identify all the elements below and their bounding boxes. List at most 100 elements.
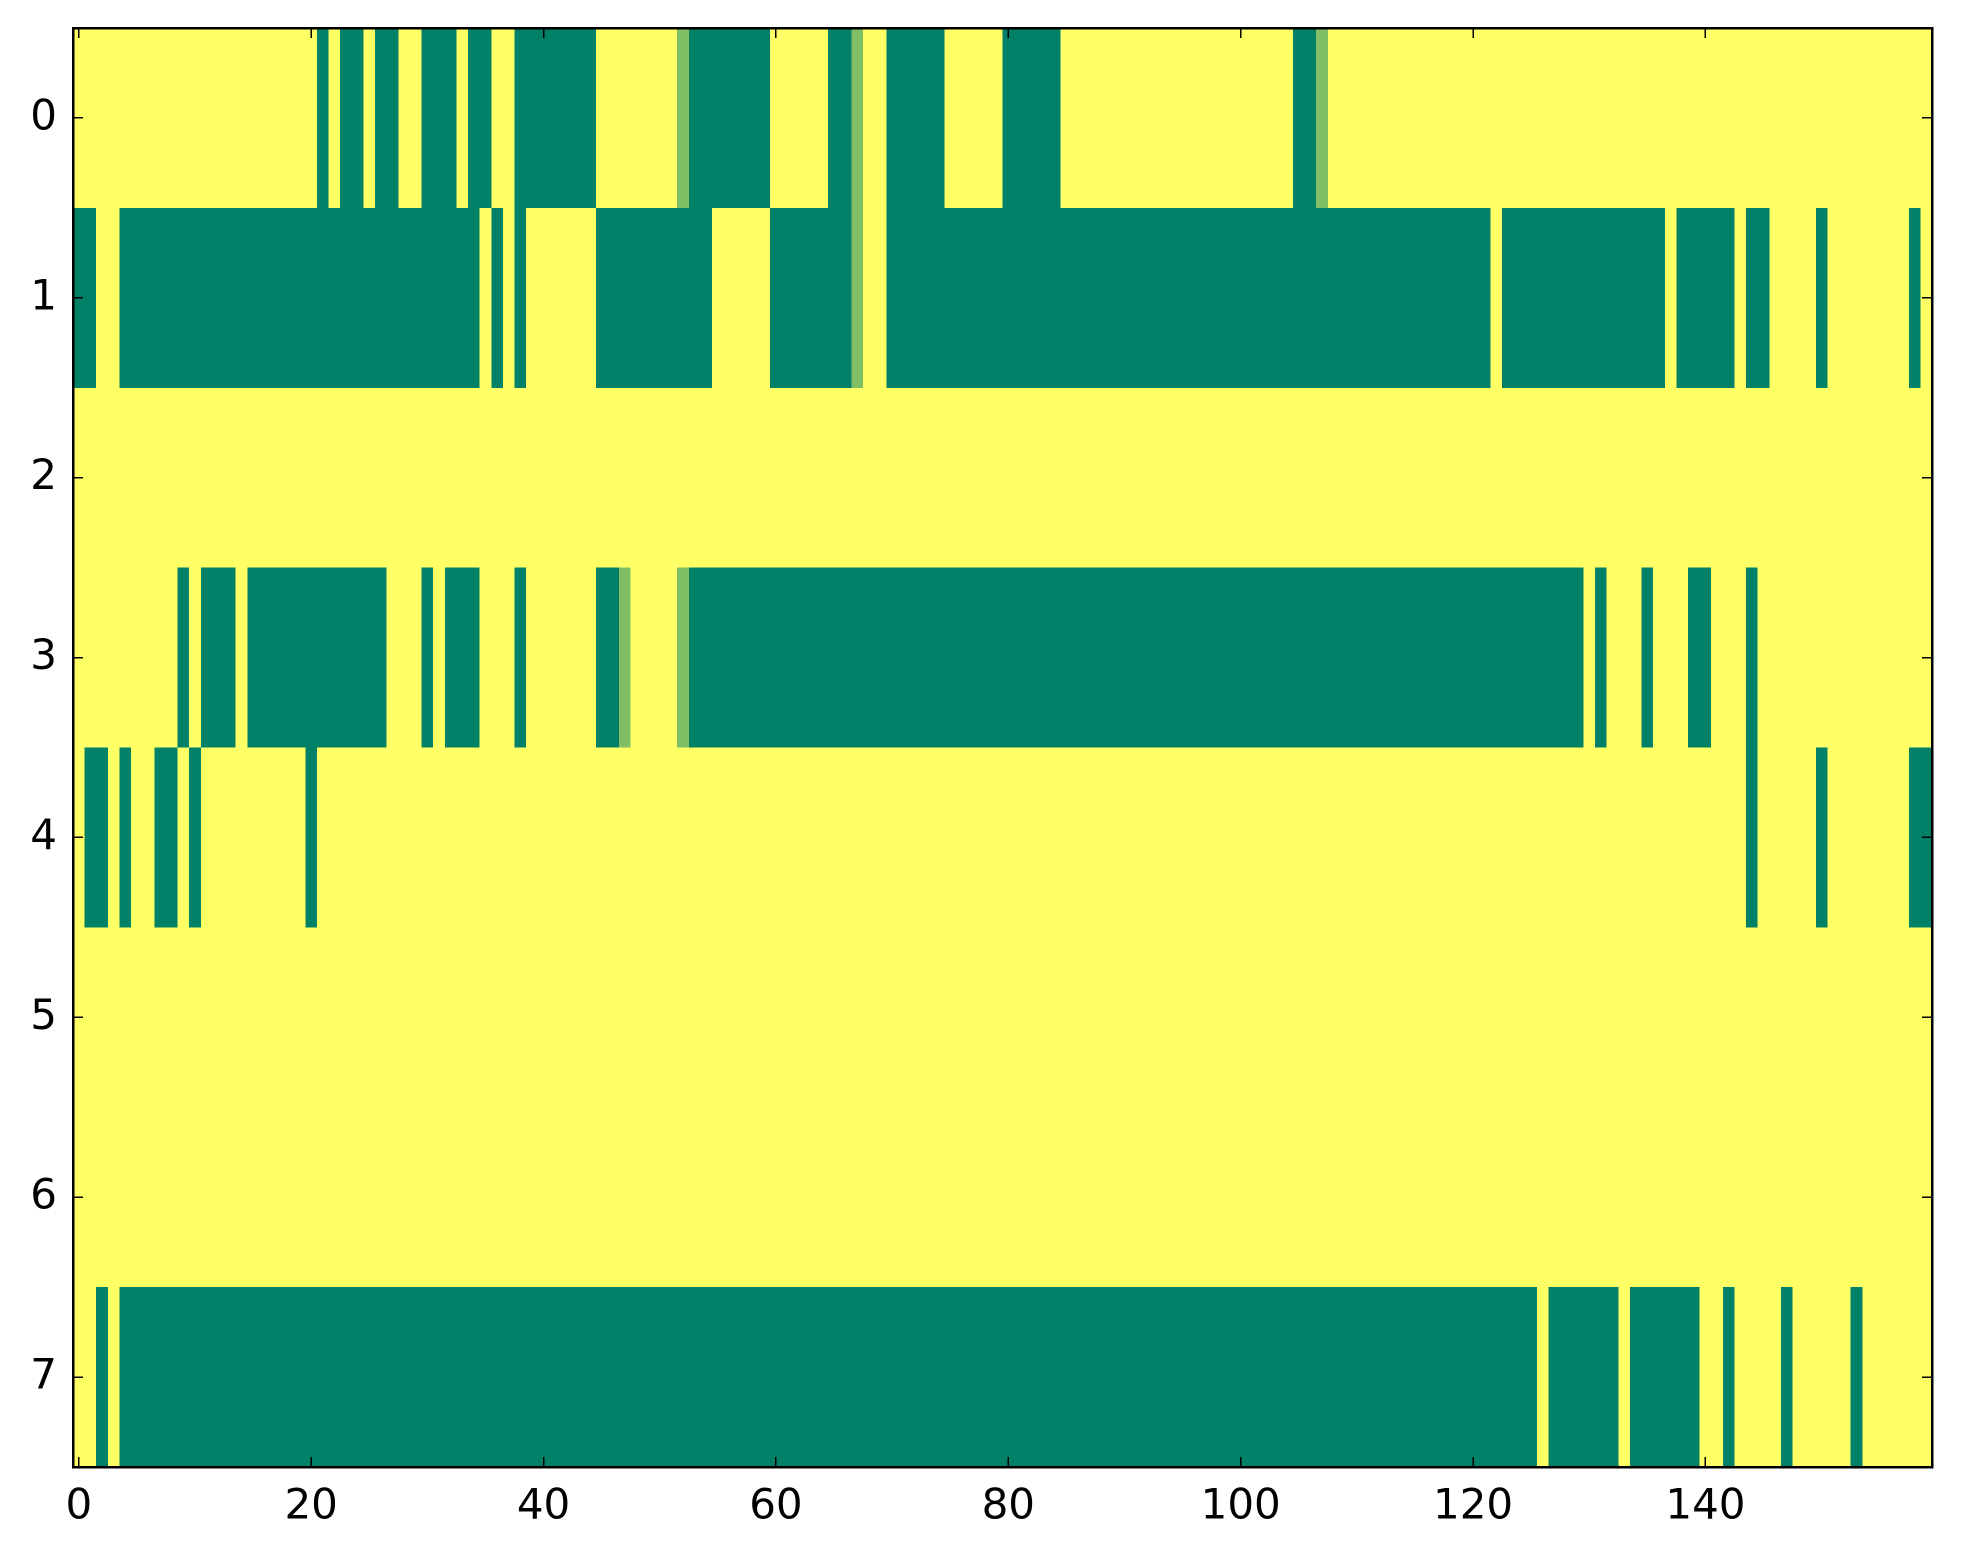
cell (1862, 387, 1875, 569)
cell (1339, 1107, 1352, 1288)
cell (1095, 567, 1108, 749)
cell (1176, 567, 1189, 749)
cell (967, 1107, 980, 1288)
cell (572, 747, 585, 928)
cell (1792, 1287, 1805, 1468)
cell (131, 387, 144, 569)
cell (584, 28, 597, 209)
cell (1908, 1107, 1921, 1288)
cell (200, 747, 214, 928)
cell (1432, 28, 1445, 209)
cell (409, 747, 423, 928)
cell (491, 207, 504, 389)
cell (1804, 28, 1817, 209)
cell (1502, 567, 1515, 749)
cell (514, 927, 527, 1108)
cell (177, 28, 190, 209)
cell (1850, 927, 1863, 1108)
cell (1234, 1107, 1248, 1288)
cell (1037, 567, 1050, 749)
cell (572, 927, 585, 1108)
cell (781, 387, 794, 569)
cell (421, 1287, 434, 1468)
cell (909, 567, 922, 749)
cell (909, 387, 922, 569)
cell (1385, 387, 1399, 569)
cell (758, 567, 771, 749)
cell (84, 567, 97, 749)
cell (1269, 927, 1282, 1108)
cell (1513, 207, 1526, 389)
cell (677, 1107, 690, 1288)
cell (677, 747, 690, 928)
cell (200, 567, 214, 749)
cell (1676, 1287, 1689, 1468)
cell (712, 927, 725, 1108)
cell (212, 28, 225, 209)
cell (1409, 927, 1422, 1108)
cell (746, 387, 760, 569)
cell (1246, 207, 1259, 389)
cell (1048, 747, 1062, 928)
cell (1502, 927, 1515, 1108)
cell (84, 28, 97, 209)
cell (1780, 1287, 1794, 1468)
cell (1664, 207, 1677, 389)
cell (1385, 747, 1399, 928)
cell (758, 387, 771, 569)
cell (1269, 747, 1282, 928)
cell (1606, 387, 1619, 569)
cell (560, 747, 574, 928)
cell (84, 927, 97, 1108)
cell (828, 747, 841, 928)
cell (770, 747, 783, 928)
cell (282, 28, 295, 209)
cell (328, 927, 341, 1108)
cell (247, 28, 260, 209)
cell (688, 1107, 702, 1288)
cell (1258, 1287, 1271, 1468)
cell (1548, 387, 1561, 569)
cell (1083, 1107, 1097, 1288)
cell (212, 207, 225, 389)
x-tick-label: 80 (982, 1480, 1035, 1529)
cell (1014, 1287, 1027, 1468)
cell (804, 28, 818, 209)
cell (316, 567, 330, 749)
cell (1327, 747, 1341, 928)
cell (967, 747, 980, 928)
cell (1595, 1107, 1608, 1288)
cell (1664, 567, 1677, 749)
cell (444, 1287, 458, 1468)
cell (1444, 747, 1457, 928)
cell (305, 927, 318, 1108)
cell (200, 927, 214, 1108)
cell (1862, 1287, 1875, 1468)
cell (1211, 747, 1224, 928)
cell (1897, 387, 1910, 569)
cell (1606, 1107, 1619, 1288)
cell (1200, 207, 1213, 389)
cell (619, 207, 632, 389)
cell (1060, 927, 1073, 1108)
cell (1048, 28, 1062, 209)
cell (793, 207, 806, 389)
cell (1409, 28, 1422, 209)
cell (1490, 1287, 1503, 1468)
cell (1200, 1107, 1213, 1288)
cell (479, 1287, 492, 1468)
cell (572, 1287, 585, 1468)
cell (886, 387, 899, 569)
cell (96, 747, 109, 928)
cell (351, 1107, 365, 1288)
cell (677, 207, 690, 389)
cell (502, 207, 516, 389)
cell (1839, 1287, 1852, 1468)
cell (1339, 28, 1352, 209)
cell (1060, 567, 1073, 749)
cell (165, 927, 179, 1108)
cell (1130, 567, 1143, 749)
cell (421, 387, 434, 569)
cell (96, 1287, 109, 1468)
cell (1374, 567, 1387, 749)
